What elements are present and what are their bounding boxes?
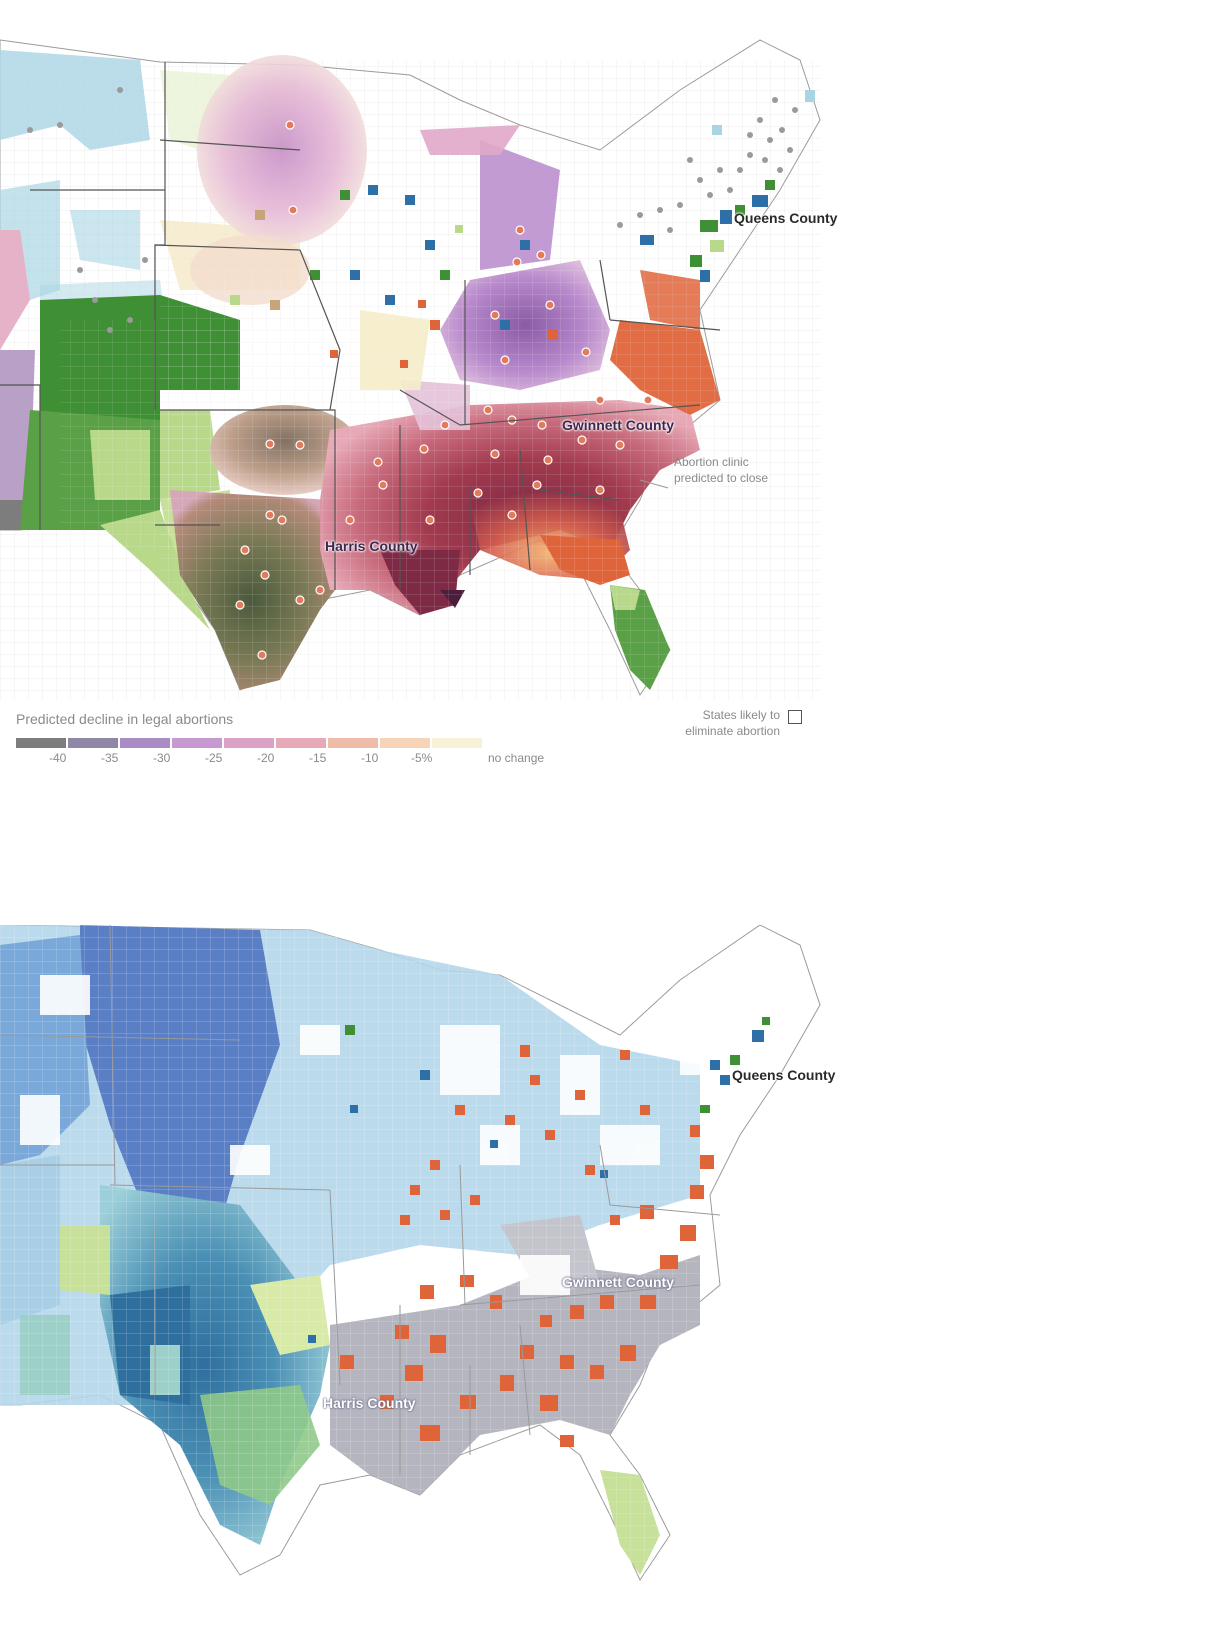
top-state-borders — [0, 62, 721, 590]
states-key-box — [788, 710, 802, 724]
legend-title: Predicted decline in legal abortions — [16, 711, 234, 727]
top-label-harris-county: Harris County — [325, 538, 418, 554]
bottom-state-borders — [0, 925, 721, 1475]
top-clinic-dots — [235, 120, 653, 660]
legend-swatch — [68, 738, 118, 748]
legend-swatch — [120, 738, 170, 748]
bottom-county-grid — [0, 925, 720, 1585]
top-label-gwinnett-county: Gwinnett County — [562, 417, 674, 433]
states-key-label: States likely to eliminate abortion — [676, 707, 780, 739]
legend-tick: -30 — [153, 751, 171, 765]
legend-swatch — [432, 738, 482, 748]
top-northeast-patches — [640, 90, 815, 282]
legend-tick: -35 — [101, 751, 119, 765]
legend-tick: -25 — [205, 751, 223, 765]
legend-tick: -5% — [411, 751, 433, 765]
top-map-panel: Queens County Gwinnett County Harris Cou… — [0, 30, 900, 710]
bottom-label-harris-county: Harris County — [323, 1395, 416, 1411]
legend-swatch — [276, 738, 326, 748]
bottom-label-queens-county: Queens County — [732, 1067, 836, 1083]
bottom-label-gwinnett-county: Gwinnett County — [562, 1274, 674, 1290]
legend-tick-labels: -40 -35 -30 -25 -20 -15 -10 -5% no change — [16, 751, 576, 769]
top-county-map — [0, 39, 821, 700]
bottom-green-squares — [345, 1017, 770, 1113]
top-label-queens-county: Queens County — [734, 210, 838, 226]
top-annotation-clinic: Abortion clinic predicted to close — [674, 454, 768, 486]
legend-tick: -15 — [309, 751, 327, 765]
bottom-orange-counties — [340, 1045, 714, 1447]
legend-swatch — [328, 738, 378, 748]
top-dakota-bloom — [197, 55, 367, 245]
top-gray-dots — [27, 87, 798, 333]
legend-tick: -10 — [361, 751, 379, 765]
legend-color-bar — [16, 738, 484, 748]
top-midwest-squares — [230, 185, 558, 368]
legend-tick: -20 — [257, 751, 275, 765]
legend-swatch — [224, 738, 274, 748]
annotation-line-2: predicted to close — [674, 471, 769, 485]
states-key-line-2: eliminate abortion — [685, 724, 780, 738]
legend-swatch — [16, 738, 66, 748]
bottom-county-map — [0, 925, 821, 1585]
legend-swatch — [172, 738, 222, 748]
annotation-line-1: Abortion clinic — [674, 455, 749, 469]
states-key-line-1: States likely to — [702, 708, 780, 722]
bottom-blue-squares — [308, 1030, 764, 1343]
bottom-map-panel: Queens County Gwinnett County Harris Cou… — [0, 925, 900, 1625]
legend-tick: -40 — [49, 751, 67, 765]
legend-tick: no change — [488, 751, 545, 765]
legend-swatch — [380, 738, 430, 748]
